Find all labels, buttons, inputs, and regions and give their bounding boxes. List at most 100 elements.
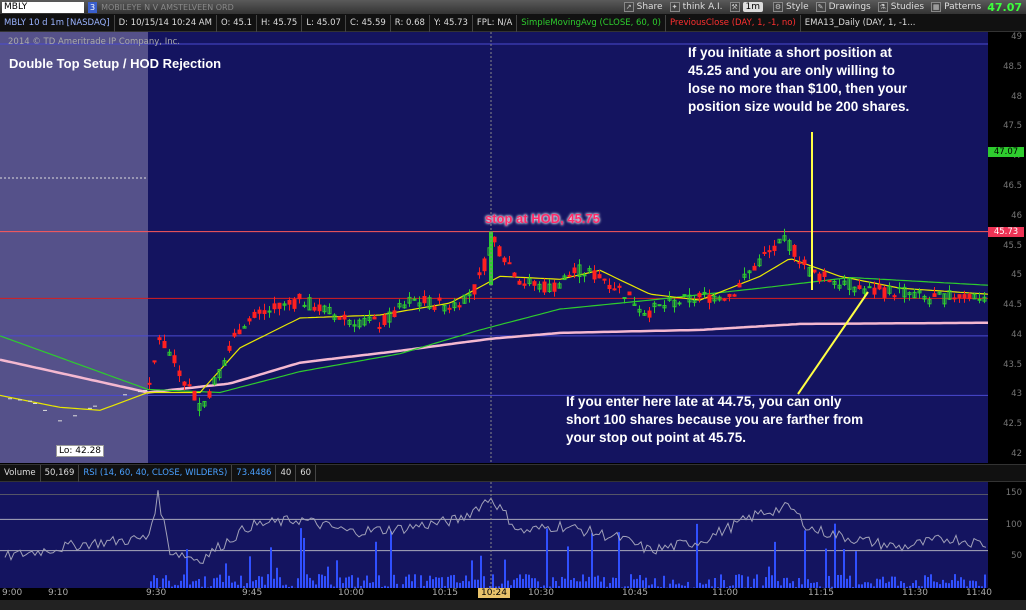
patterns-button[interactable]: ▦ Patterns [931,2,981,12]
candle-body [822,271,827,277]
volume-bar [855,551,857,588]
candle-body [967,294,972,300]
candle-body [887,285,892,294]
setup-title: Double Top Setup / HOD Rejection [9,56,222,71]
rsi-pane[interactable] [0,482,988,588]
volume-bar [936,582,938,588]
candle-body [302,304,307,307]
premarket-shade [0,32,148,463]
candle-body [727,294,732,297]
candle-body [327,306,332,315]
volume-bar [246,583,248,588]
volume-bar [315,584,317,588]
time-axis[interactable]: 9:00 9:10 9:30 9:45 10:00 10:15 10:30 10:45 11:0… [0,588,1026,610]
bar-open: O: 45.1 [217,14,258,32]
volume-bar [609,583,611,588]
study-sma-label[interactable]: SimpleMovingAvg (CLOSE, 60, 0) [517,14,666,32]
volume-bar [699,582,701,588]
symbol-input[interactable]: MBLY [2,1,84,13]
candle-body [377,326,382,329]
time-tick-label: 9:10 [48,588,69,598]
volume-bar [468,581,470,588]
volume-bar [813,582,815,588]
candle-body [872,287,877,295]
volume-bar [369,582,371,588]
volume-bar [549,586,551,588]
studies-button[interactable]: ⚗ Studies [877,2,924,12]
timeframe-pill[interactable]: 1m [742,2,763,12]
bar-high: H: 45.75 [257,14,303,32]
copyright-text: 2014 © TD Ameritrade IP Company, Inc. [8,37,180,47]
volume-bar [372,582,374,588]
price-tick-label: 46.5 [1003,180,1022,191]
volume-bar [597,575,599,588]
candle-body [757,258,762,267]
candle-body [257,309,262,314]
candle-body [332,314,337,320]
candle-body [297,293,302,300]
volume-bar [969,580,971,588]
volume-bar [180,580,182,588]
volume-bar [909,585,911,588]
price-tick-label: 45.5 [1003,240,1022,251]
short-note-line-4: position size would be 200 shares. [688,99,910,114]
volume-bar [183,574,185,588]
time-tick-label: 11:30 [902,588,928,598]
volume-bar [786,577,788,588]
candle-body [392,310,397,318]
candle-body [197,403,202,411]
time-tick-label: 9:00 [2,588,23,598]
price-tick-label: 48 [1011,91,1022,102]
volume-bar [459,582,461,588]
volume-bar [516,578,518,588]
volume-bar [273,578,275,588]
candle-body [852,286,857,293]
price-axis[interactable]: 4948.54847.54746.54645.54544.54443.54342… [988,32,1026,463]
candle-body [202,400,207,407]
share-button[interactable]: ↗ Share [623,2,663,12]
study-prevclose-label[interactable]: PreviousClose (DAY, 1, -1, no) [666,14,801,32]
volume-bar [270,547,272,588]
price-chart[interactable] [0,32,988,463]
volume-bar [753,578,755,588]
volume-label[interactable]: Volume [0,464,41,482]
drawings-label: Drawings [828,2,871,12]
think-ai-button[interactable]: ✦ think A.I. [669,2,723,12]
volume-bar [648,585,650,588]
candle-body [382,314,387,325]
candle-body [287,299,292,305]
volume-bar [291,585,293,588]
volume-bar [213,578,215,588]
volume-bar [564,578,566,588]
volume-bar [444,586,446,588]
link-chip[interactable]: 3 [88,1,98,13]
volume-bar [165,575,167,588]
volume-bar [333,586,335,588]
candle-body [892,295,897,298]
volume-bar [603,577,605,588]
price-tick-label: 43 [1011,389,1022,400]
candle-body [237,329,242,335]
candle-body [837,284,842,289]
study-ema-label[interactable]: EMA13_Daily (DAY, 1, -1... [804,17,916,28]
volume-bar [735,574,737,588]
candle-body [682,294,687,297]
volume-bar [489,585,491,588]
volume-bar [930,574,932,588]
volume-bar [693,587,695,588]
price-tick-label: 46 [1011,210,1022,221]
drawings-button[interactable]: ✎ Drawings [815,2,871,12]
candle-body [917,290,922,294]
horizontal-scrollbar[interactable] [0,600,1026,610]
volume-bar [447,576,449,588]
style-button[interactable]: ⚙ Style [773,2,809,12]
late-note-line-3: your stop out point at 45.75. [566,430,747,445]
candle-body [877,284,882,290]
volume-bar [573,578,575,588]
rsi-label[interactable]: RSI (14, 60, 40, CLOSE, WILDERS) [79,464,233,482]
volume-bar [363,580,365,588]
wrench-icon: ⚒ [729,2,740,12]
short-note-line-1: If you initiate a short position at [688,45,893,60]
level-price-tag: 45.73 [988,226,1024,237]
timeframe-selector[interactable]: ⚒ 1m [729,2,767,12]
